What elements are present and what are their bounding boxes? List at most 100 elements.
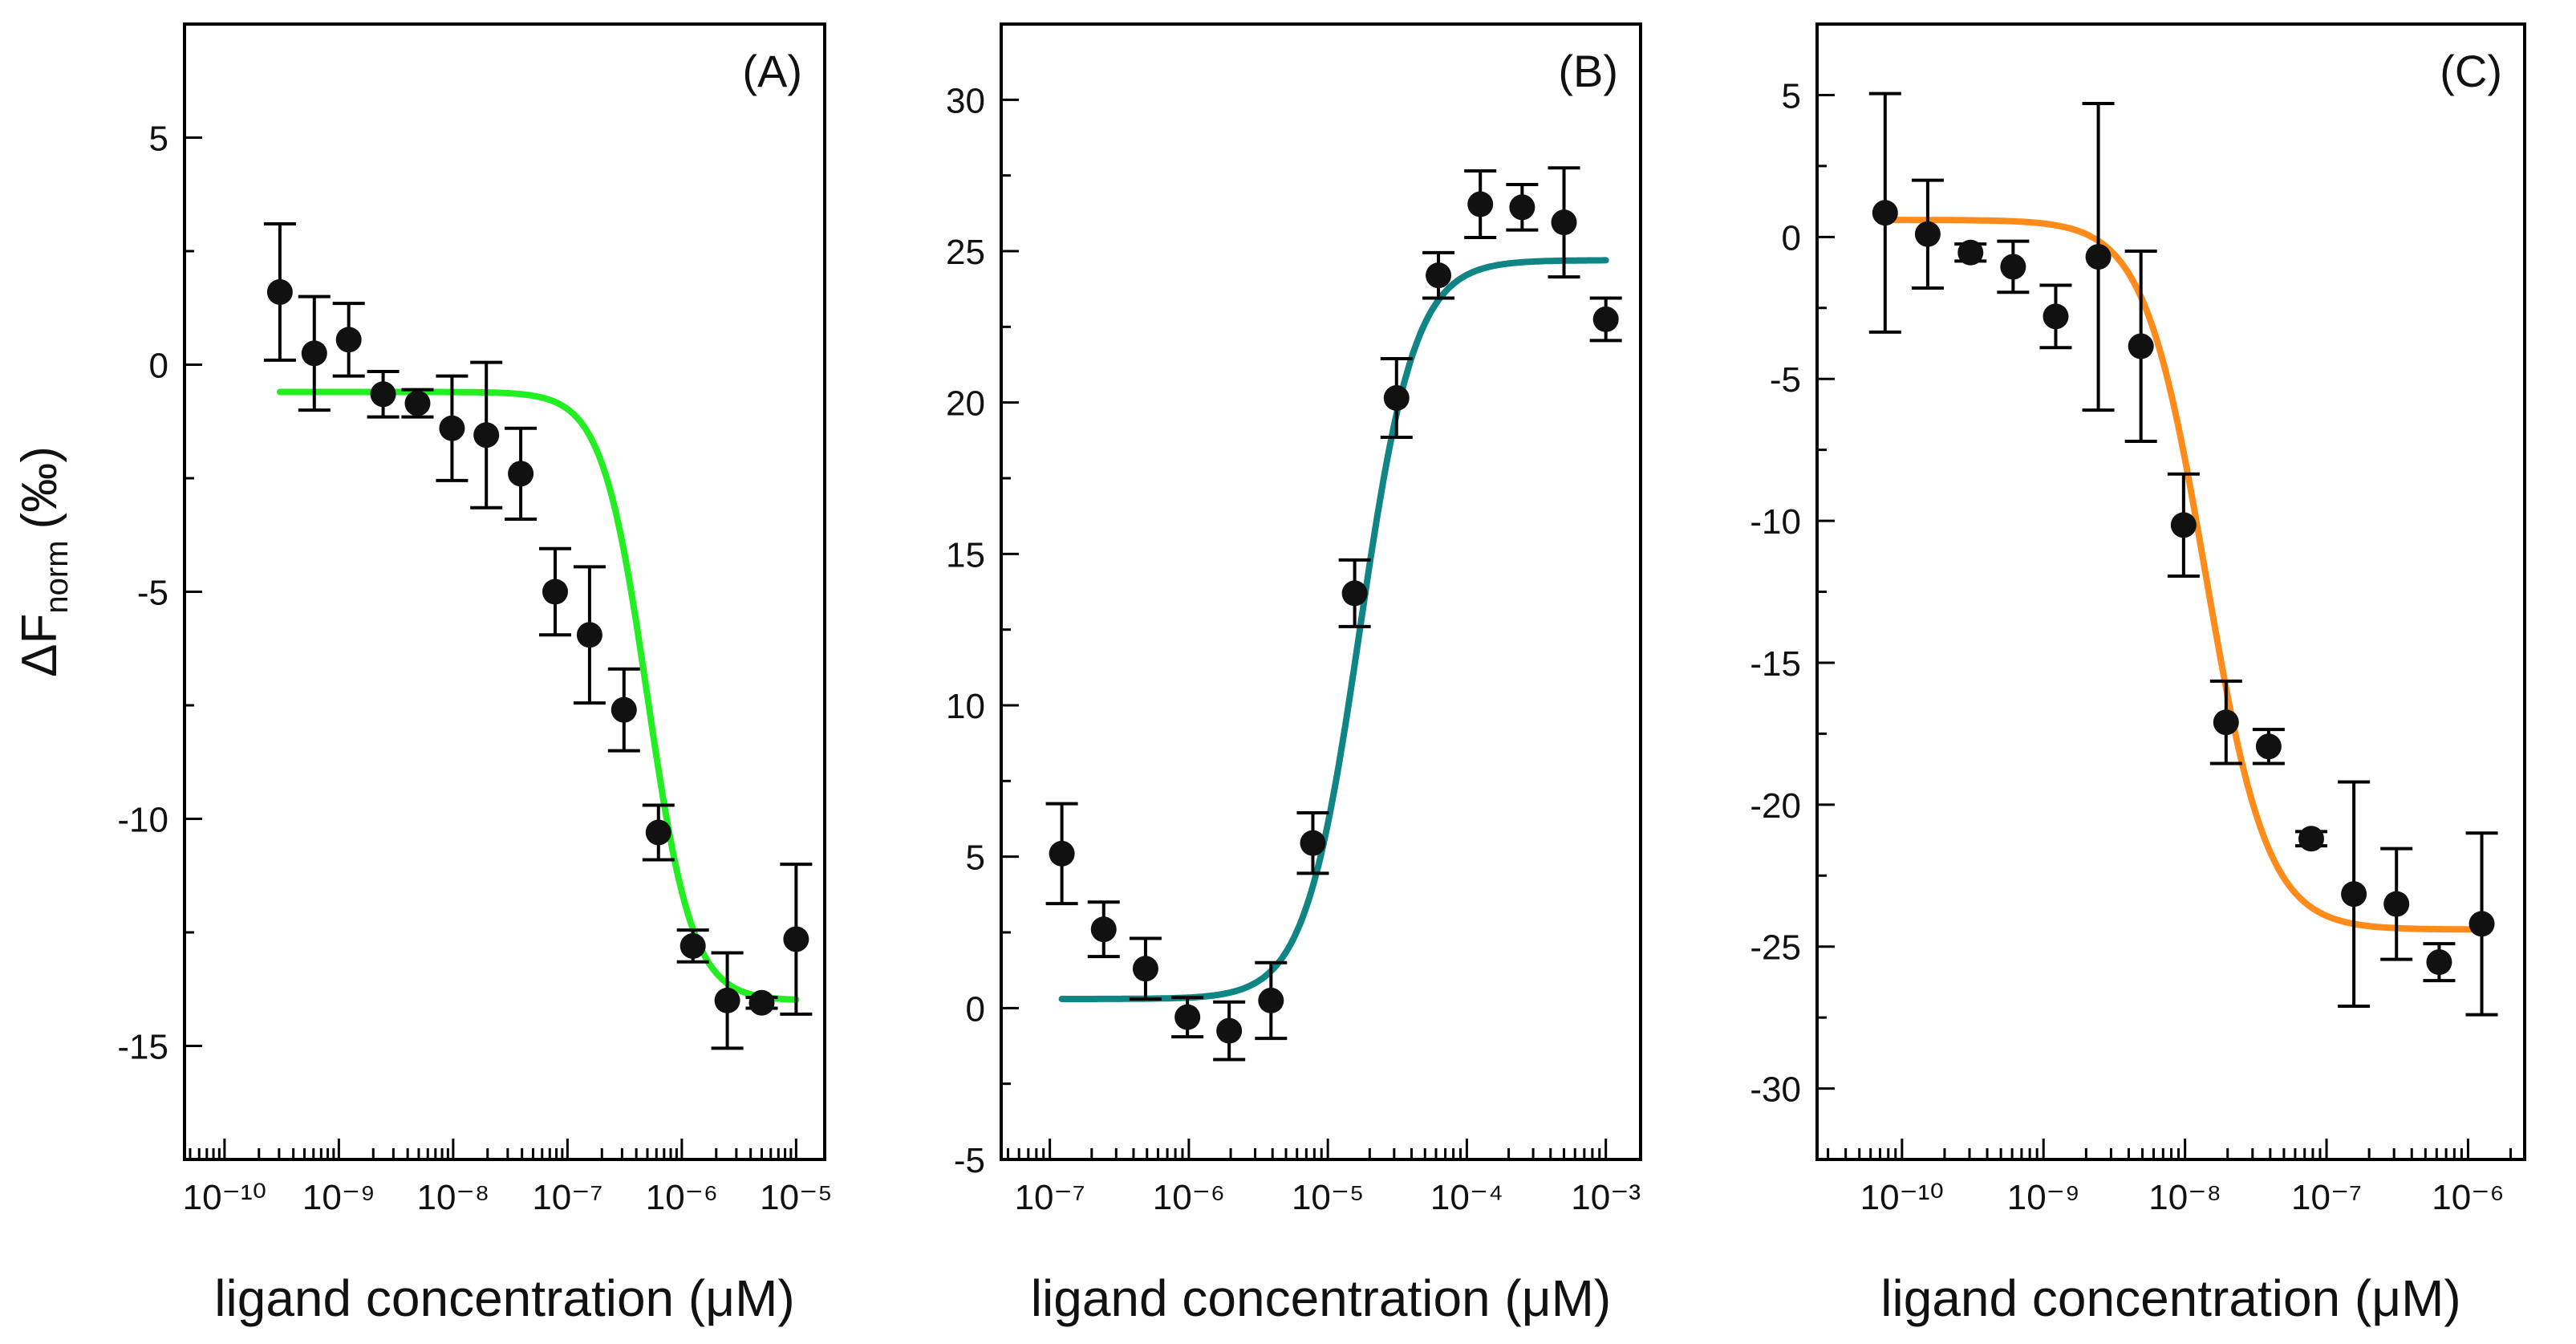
data-point — [404, 390, 431, 416]
y-tick-label: -25 — [1750, 928, 1801, 968]
x-tick-exponent: ⁻⁵ — [799, 1178, 832, 1217]
x-tick-base: 10 — [2432, 1178, 2471, 1217]
x-tick-exponent: ⁻⁸ — [2188, 1178, 2221, 1217]
x-tick-base: 10 — [532, 1178, 571, 1217]
x-tick-exponent: ⁻⁵ — [1331, 1178, 1364, 1217]
y-tick-label: -5 — [137, 574, 168, 613]
panel-tag-b: (B) — [1558, 46, 1618, 96]
data-point — [576, 622, 602, 648]
data-point — [1426, 262, 1452, 289]
data-point — [1383, 385, 1410, 412]
x-tick-exponent: ⁻⁷ — [1054, 1178, 1085, 1217]
x-tick-exponent: ⁻³ — [1610, 1178, 1641, 1217]
data-point — [2000, 254, 2026, 280]
plot-frame-b — [1000, 22, 1642, 1161]
data-point — [1216, 1017, 1243, 1044]
data-point — [2298, 826, 2325, 852]
y-axis-label-unit: (‰) — [12, 446, 67, 529]
data-point — [714, 987, 740, 1013]
x-tick-label: 10⁻⁵ — [760, 1178, 832, 1217]
x-tick-label: 10⁻⁵ — [1292, 1178, 1364, 1217]
panel-tag-a: (A) — [742, 46, 802, 96]
data-point — [1914, 221, 1941, 247]
y-tick-label: 25 — [946, 233, 985, 272]
data-point — [1258, 987, 1284, 1013]
x-tick-base: 10 — [1153, 1178, 1192, 1217]
data-point — [542, 579, 568, 605]
panel-tag-c: (C) — [2440, 46, 2502, 96]
data-point — [1174, 1004, 1201, 1030]
x-tick-label: 10⁻⁸ — [2148, 1178, 2221, 1217]
data-point — [2255, 733, 2282, 760]
x-tick-label: 10⁻⁸ — [417, 1178, 490, 1217]
data-point — [2213, 709, 2239, 736]
x-tick-base: 10 — [760, 1178, 799, 1217]
x-tick-exponent: ⁻⁹ — [342, 1178, 375, 1217]
y-tick-label: 20 — [946, 384, 985, 424]
y-tick-label: 0 — [1782, 218, 1801, 258]
x-tick-label: 10⁻⁷ — [532, 1178, 602, 1217]
y-axis-label-main: ΔF — [12, 614, 67, 677]
panel-b: 10⁻⁷ 10⁻⁶ 10⁻⁵ 10⁻⁴ 10⁻³-5051015202530(B)lig… — [946, 22, 1642, 1327]
x-tick-label: 10⁻¹⁰ — [183, 1178, 266, 1217]
data-point — [1872, 200, 1898, 226]
data-point — [1551, 209, 1577, 236]
x-tick-label: 10⁻⁷ — [2291, 1178, 2362, 1217]
y-tick-label: -15 — [1750, 644, 1801, 684]
x-tick-base: 10 — [1430, 1178, 1470, 1217]
data-point — [1509, 194, 1535, 221]
y-tick-label: 30 — [946, 81, 985, 120]
data-point — [2043, 303, 2069, 330]
data-point — [1957, 239, 1984, 266]
x-tick-label: 10⁻³ — [1571, 1178, 1641, 1217]
x-tick-base: 10 — [646, 1178, 685, 1217]
data-point — [1467, 191, 1494, 217]
x-tick-exponent: ⁻⁶ — [2471, 1178, 2504, 1217]
x-tick-base: 10 — [1571, 1178, 1610, 1217]
y-tick-label: -20 — [1750, 786, 1801, 826]
data-point — [508, 461, 534, 487]
x-tick-base: 10 — [1860, 1178, 1900, 1217]
data-point — [439, 415, 465, 441]
data-point — [1592, 306, 1619, 332]
data-point — [1090, 916, 1117, 943]
x-tick-label: 10⁻¹⁰ — [1860, 1178, 1944, 1217]
x-tick-exponent: ⁻⁹ — [2047, 1178, 2080, 1217]
y-tick-label: 5 — [1782, 76, 1801, 116]
fit-curve-b — [1058, 257, 1609, 1002]
y-tick-label: 0 — [966, 989, 985, 1029]
x-tick-base: 10 — [2007, 1178, 2047, 1217]
x-tick-exponent: ⁻⁷ — [571, 1178, 602, 1217]
y-axis-label-sub: norm — [39, 540, 75, 613]
data-point — [370, 381, 396, 408]
panel-c: 10⁻¹⁰ 10⁻⁹ 10⁻⁸ 10⁻⁷ 10⁻⁶-30-25-20-15-10-505… — [1750, 22, 2526, 1327]
x-tick-base: 10 — [2148, 1178, 2188, 1217]
x-tick-label: 10⁻⁶ — [1153, 1178, 1225, 1217]
data-point — [2170, 512, 2197, 538]
data-point — [611, 696, 637, 723]
x-tick-label: 10⁻⁶ — [646, 1178, 718, 1217]
y-axis-label: ΔFnorm (‰) — [12, 446, 75, 677]
x-tick-exponent: ⁻⁶ — [685, 1178, 718, 1217]
data-point — [1341, 580, 1368, 607]
data-point — [679, 932, 706, 959]
panel-a: 10⁻¹⁰ 10⁻⁹ 10⁻⁸ 10⁻⁷ 10⁻⁶ 10⁻⁵-15-10-505(A)li… — [117, 22, 833, 1327]
x-tick-exponent: ⁻⁴ — [1470, 1178, 1503, 1217]
svg-text:ΔFnorm(‰): ΔFnorm (‰) — [12, 446, 75, 677]
x-tick-exponent: ⁻¹⁰ — [1900, 1178, 1945, 1217]
data-point — [1132, 956, 1158, 982]
data-point — [1049, 840, 1075, 867]
x-axis-label-b: ligand concentration (μM) — [1031, 1269, 1611, 1327]
fit-curve-c — [1881, 217, 2485, 933]
y-tick-label: 15 — [946, 535, 985, 575]
x-tick-base: 10 — [2291, 1178, 2331, 1217]
y-tick-label: -10 — [1750, 502, 1801, 542]
data-point — [2341, 881, 2367, 908]
y-tick-label: 5 — [149, 120, 168, 159]
x-tick-base: 10 — [1292, 1178, 1331, 1217]
x-axis-label-a: ligand concentration (μM) — [214, 1269, 794, 1327]
x-tick-label: 10⁻⁹ — [302, 1178, 375, 1217]
fit-curve-a — [276, 388, 800, 1003]
data-point — [2128, 333, 2154, 359]
